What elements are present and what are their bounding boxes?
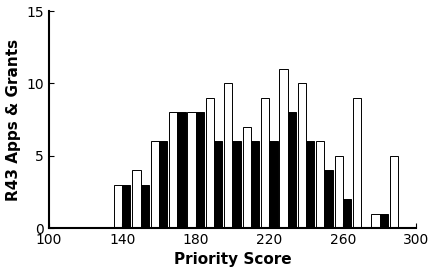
Bar	[122, 185, 130, 228]
Bar	[150, 141, 158, 228]
Bar	[287, 112, 295, 228]
Bar	[224, 83, 232, 228]
Bar	[195, 112, 204, 228]
Bar	[389, 156, 397, 228]
Bar	[132, 170, 140, 228]
Bar	[279, 69, 287, 228]
Bar	[158, 141, 167, 228]
Bar	[352, 98, 360, 228]
Bar	[305, 141, 313, 228]
Bar	[379, 213, 387, 228]
Bar	[269, 141, 277, 228]
Bar	[250, 141, 259, 228]
Bar	[187, 112, 195, 228]
Bar	[260, 98, 269, 228]
Bar	[242, 127, 250, 228]
Bar	[232, 141, 240, 228]
Bar	[334, 156, 342, 228]
Bar	[114, 185, 122, 228]
Bar	[324, 170, 332, 228]
Bar	[371, 213, 379, 228]
Bar	[177, 112, 185, 228]
Bar	[297, 83, 305, 228]
Bar	[205, 98, 214, 228]
X-axis label: Priority Score: Priority Score	[173, 253, 291, 268]
Bar	[316, 141, 324, 228]
Bar	[214, 141, 222, 228]
Bar	[342, 199, 350, 228]
Bar	[169, 112, 177, 228]
Bar	[140, 185, 148, 228]
Y-axis label: R43 Apps & Grants: R43 Apps & Grants	[6, 38, 20, 201]
